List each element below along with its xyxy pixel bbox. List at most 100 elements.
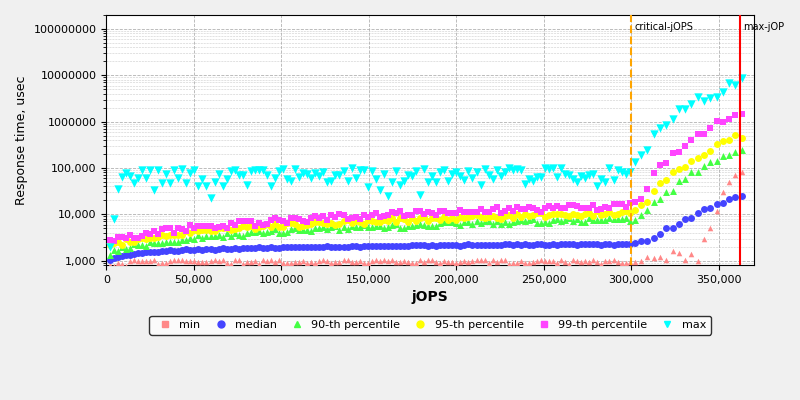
Point [297, 226, 310, 233]
Point [358, 211, 370, 218]
Point [426, 222, 438, 229]
Point [406, 214, 418, 221]
Point [382, 224, 394, 230]
Point [454, 222, 466, 228]
Point [111, 238, 124, 245]
Point [591, 206, 604, 213]
Point [119, 236, 132, 243]
Point [131, 242, 144, 248]
Point [729, 112, 742, 118]
Point [301, 260, 314, 266]
Point [542, 166, 555, 172]
Point [673, 106, 686, 112]
Point [269, 175, 282, 181]
Point [546, 241, 559, 247]
Point [446, 171, 458, 177]
Point [611, 259, 624, 265]
Point [204, 246, 217, 252]
Point [494, 210, 507, 216]
Point [309, 219, 322, 226]
Point [575, 241, 588, 247]
Point [458, 215, 471, 221]
Point [470, 209, 483, 215]
Point [277, 218, 290, 224]
Point [410, 208, 422, 214]
Point [442, 210, 454, 216]
Point [196, 176, 209, 182]
Point [550, 241, 563, 248]
Point [466, 257, 479, 264]
Point [386, 243, 398, 249]
Point [526, 178, 539, 184]
Point [374, 243, 386, 249]
Point [673, 178, 686, 185]
Point [571, 203, 584, 209]
Point [196, 235, 209, 241]
Point [111, 248, 124, 255]
Point [558, 259, 571, 265]
Point [554, 218, 567, 224]
Point [619, 208, 632, 215]
Point [164, 180, 177, 186]
Point [249, 222, 262, 229]
Point [510, 204, 523, 210]
Point [131, 236, 144, 242]
Point [583, 172, 596, 178]
Point [678, 106, 691, 112]
Point [398, 213, 410, 220]
Point [115, 234, 128, 240]
Point [534, 257, 547, 264]
Point [729, 172, 742, 178]
Point [144, 249, 157, 255]
Point [607, 177, 620, 184]
Point [212, 224, 225, 230]
Point [204, 233, 217, 239]
Point [257, 222, 270, 228]
Point [156, 240, 169, 247]
Point [253, 228, 266, 234]
Point [717, 200, 730, 206]
Point [240, 182, 253, 188]
Point [587, 240, 600, 247]
Point [345, 223, 358, 229]
Point [526, 212, 539, 219]
Point [152, 249, 165, 255]
Point [430, 212, 442, 218]
Point [510, 218, 523, 224]
Point [107, 255, 120, 262]
Point [257, 245, 270, 251]
Point [321, 217, 334, 223]
Point [362, 243, 374, 249]
Point [208, 178, 221, 185]
Point [224, 246, 237, 252]
Point [691, 94, 704, 100]
Point [337, 244, 350, 250]
Point [309, 170, 322, 176]
Point [410, 168, 422, 174]
Point [422, 218, 434, 224]
Point [394, 243, 406, 250]
Point [152, 261, 165, 267]
Point [514, 206, 527, 212]
Point [192, 246, 205, 252]
Point [554, 165, 567, 172]
Point [494, 221, 507, 227]
Point [502, 165, 515, 171]
Point [611, 241, 624, 247]
Point [660, 176, 673, 183]
Point [482, 214, 495, 220]
Point [341, 226, 354, 232]
Point [542, 212, 555, 218]
Point [378, 217, 390, 223]
Point [192, 232, 205, 238]
Point [462, 219, 475, 226]
Point [550, 174, 563, 180]
Point [587, 257, 600, 263]
Point [249, 244, 262, 251]
Point [265, 217, 278, 223]
Point [571, 216, 584, 222]
Point [704, 205, 717, 212]
Point [735, 169, 748, 176]
Point [325, 212, 338, 218]
Point [305, 221, 318, 228]
